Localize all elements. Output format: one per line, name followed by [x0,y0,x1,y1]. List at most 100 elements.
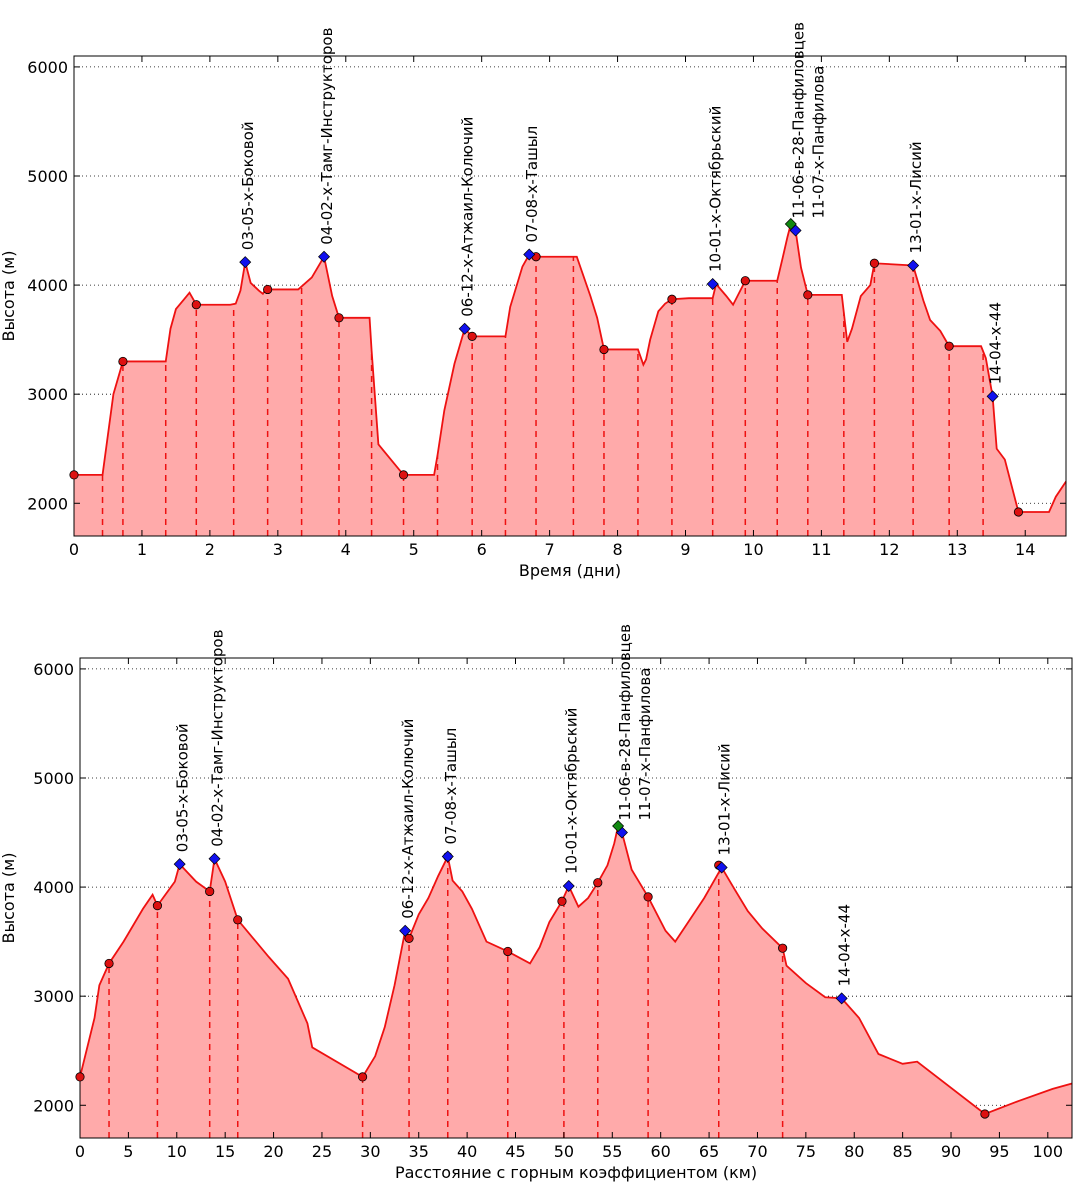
x-tick-label: 0 [69,540,79,559]
pass-marker [441,850,454,863]
camp-marker [980,1109,990,1119]
chart-time-elevation: 0 1 2 3 4 5 6 7 8 9 10 11 12 13 1420003000400050006000… [0,22,1067,580]
camp-marker [740,276,750,286]
pass-label: 04-02-х-Тамг-Инструкторов [318,28,336,245]
pass-marker [318,250,331,263]
pass-marker [562,880,575,892]
camp-marker [404,933,414,943]
pass-label: 03-05-х-Боковой [174,723,192,852]
x-tick-label: 85 [892,1142,912,1161]
camp-marker [869,258,879,268]
y-axis-label: Высота (м) [0,853,18,944]
y-tick-label: 6000 [27,58,68,77]
pass-label: 11-07-х-Панфилова [636,668,654,821]
camp-marker [398,470,409,480]
x-tick-label: 25 [312,1142,332,1161]
plot-frame [73,55,1067,537]
x-tick-label: 1 [137,540,147,559]
x-tick-label: 95 [989,1142,1009,1161]
summit-marker [784,218,797,230]
pass-marker [399,924,412,937]
pass-label: 06-12-х-Атжаил-Колючий [399,719,417,919]
y-tick-label: 4000 [27,276,68,295]
x-tick-label: 5 [409,540,419,559]
camp-marker [118,356,128,367]
x-tick-label: 13 [947,540,967,559]
camp-marker [599,344,609,355]
pass-marker [523,248,536,261]
x-tick-label: 14 [1015,540,1035,559]
pass-label: 10-01-х-Октябрьский [707,106,725,272]
pass-label: 14-04-х-44 [836,904,854,986]
x-tick-label: 9 [680,540,690,559]
pass-label: 11-07-х-Панфилова [810,66,828,219]
x-tick-label: 5 [123,1142,133,1161]
pass-marker [986,390,999,403]
x-tick-label: 100 [1033,1142,1064,1161]
x-tick-label: 3 [273,540,283,559]
x-tick-label: 90 [941,1142,961,1161]
x-tick-label: 6 [477,540,487,559]
pass-marker [907,259,920,272]
plot-frame [79,657,1073,1139]
pass-label: 07-08-х-Ташыл [523,126,541,243]
camp-marker [205,886,215,897]
pass-label: 06-12-х-Атжаил-Колючий [459,117,477,317]
x-tick-label: 80 [844,1142,864,1161]
x-tick-label: 75 [796,1142,816,1161]
pass-label: 11-06-в-28-Панфиловцев [790,22,808,219]
camp-marker [152,901,163,911]
chart-distance-elevation: 0 5 10 15 20 25 30 35 40 45 50 55 60 65 70 75 80 85 90 95 10… [0,624,1073,1182]
x-tick-label: 0 [75,1142,85,1161]
camp-marker [803,290,813,300]
camp-marker [778,943,788,953]
pass-label: 14-04-х-44 [987,302,1005,384]
summit-marker [612,820,625,832]
y-tick-label: 4000 [33,878,74,897]
x-tick-label: 20 [263,1142,283,1161]
y-tick-label: 6000 [33,660,74,679]
camp-marker [503,946,513,957]
x-tick-label: 4 [341,540,351,559]
camp-marker [104,958,114,969]
camp-marker [944,341,954,351]
x-axis-label: Расстояние с горным коэффициентом (км) [395,1163,757,1182]
camp-marker [643,892,653,902]
pass-label: 13-01-х-Лисий [716,743,734,855]
pass-label: 13-01-х-Лисий [907,141,925,253]
x-tick-label: 30 [360,1142,380,1161]
camp-marker [1013,507,1024,517]
x-tick-label: 12 [879,540,899,559]
pass-marker [458,322,471,335]
elevation-line [79,823,1073,1116]
elevation-area [74,224,1066,536]
x-tick-label: 45 [505,1142,525,1161]
pass-label: 04-02-х-Тамг-Инструкторов [209,630,227,847]
x-tick-label: 40 [457,1142,477,1161]
y-tick-label: 2000 [27,494,68,513]
y-tick-label: 5000 [27,167,68,186]
x-tick-label: 8 [612,540,622,559]
camp-marker [191,300,201,310]
elevation-area [80,826,1072,1138]
x-tick-label: 11 [811,540,831,559]
camp-marker [667,294,677,304]
pass-marker [715,861,728,874]
y-tick-label: 3000 [27,385,68,404]
x-tick-label: 35 [409,1142,429,1161]
y-tick-label: 2000 [33,1096,74,1115]
pass-label: 10-01-х-Октябрьский [563,708,581,874]
x-tick-label: 50 [554,1142,574,1161]
x-tick-label: 65 [699,1142,719,1161]
x-tick-label: 60 [651,1142,671,1161]
pass-marker [173,858,186,871]
y-axis-label: Высота (м) [0,251,18,342]
x-tick-label: 70 [747,1142,767,1161]
pass-label: 11-06-в-28-Панфиловцев [616,624,634,821]
camp-marker [75,1072,85,1082]
pass-label: 03-05-х-Боковой [239,121,257,250]
pass-marker [835,992,848,1005]
camp-marker [69,470,79,480]
pass-marker [208,852,221,865]
x-tick-label: 7 [545,540,555,559]
